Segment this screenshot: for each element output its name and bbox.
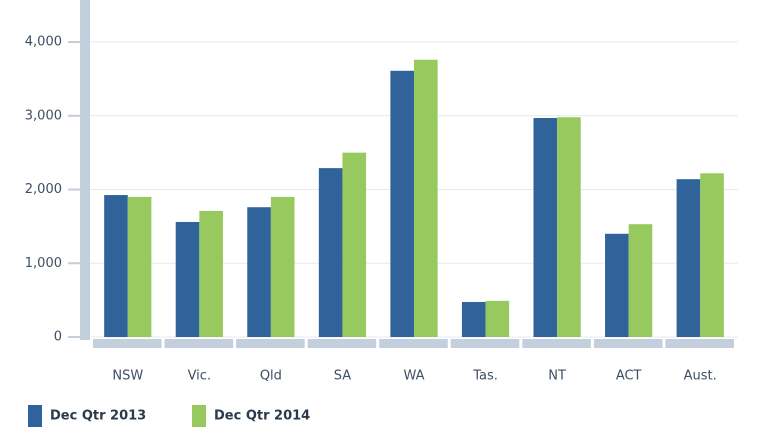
bar <box>342 152 367 337</box>
x-axis-band <box>450 339 520 348</box>
bar <box>700 173 724 337</box>
x-tick-label: Vic. <box>188 369 212 384</box>
bar <box>557 117 581 337</box>
x-axis-band <box>379 339 448 348</box>
bar <box>390 70 414 338</box>
bar <box>127 196 152 337</box>
x-axis-band <box>593 339 663 348</box>
x-tick-label: Tas. <box>472 369 498 384</box>
bar <box>676 179 701 337</box>
x-axis-band <box>307 339 377 348</box>
bar <box>605 233 629 337</box>
bar <box>533 117 558 337</box>
legend-label: Dec Qtr 2013 <box>50 409 146 424</box>
bar <box>247 207 271 337</box>
x-tick-label: ACT <box>616 369 642 384</box>
y-axis-band <box>80 0 90 340</box>
x-tick-label: NT <box>548 369 566 384</box>
legend-swatch <box>28 405 42 427</box>
x-tick-label: Aust. <box>684 369 717 384</box>
x-axis-band <box>665 339 734 348</box>
bar <box>199 210 223 337</box>
legend-swatch <box>192 405 206 427</box>
y-tick-label: 1,000 <box>25 256 62 271</box>
bar <box>414 59 438 337</box>
y-tick-label: 3,000 <box>25 108 62 123</box>
x-tick-label: NSW <box>112 369 143 384</box>
x-axis-band <box>164 339 234 348</box>
y-tick-label: 2,000 <box>25 182 62 197</box>
bar <box>485 300 510 337</box>
bar <box>318 168 343 337</box>
y-tick-label: 4,000 <box>25 35 62 50</box>
x-tick-label: Qld <box>260 369 282 384</box>
x-tick-label: SA <box>334 369 351 384</box>
bar <box>628 224 653 337</box>
y-tick-label: 0 <box>54 330 62 345</box>
x-axis-band <box>236 339 305 348</box>
bar <box>104 195 128 337</box>
x-axis-band <box>522 339 591 348</box>
x-tick-label: WA <box>403 369 424 384</box>
bar <box>270 196 295 337</box>
bar <box>461 301 486 337</box>
bar <box>175 221 200 337</box>
x-axis-band <box>93 339 162 348</box>
legend-label: Dec Qtr 2014 <box>214 409 310 424</box>
